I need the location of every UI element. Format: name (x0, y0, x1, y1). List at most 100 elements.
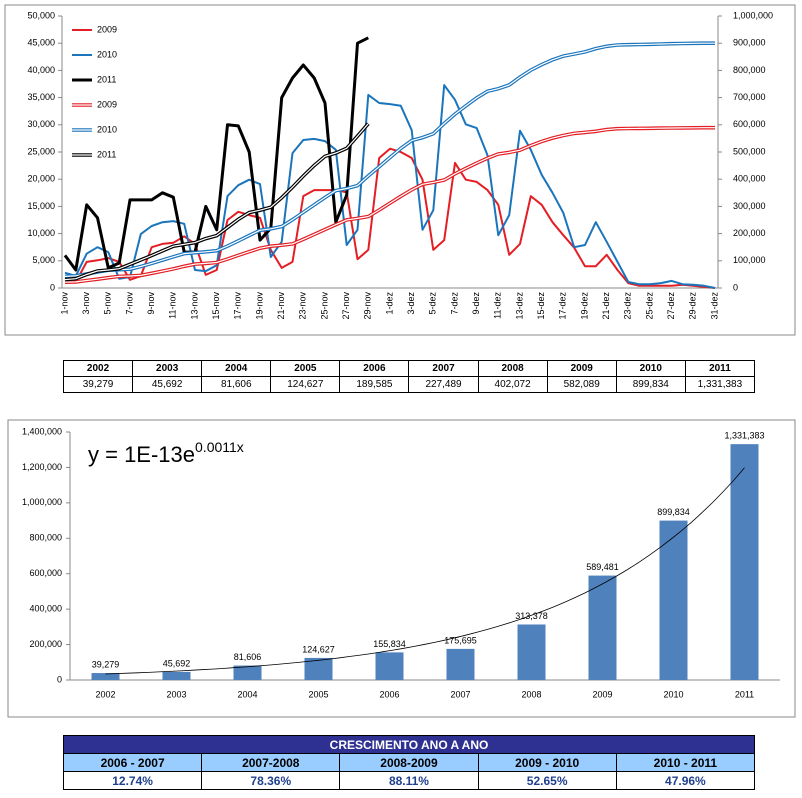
year-header: 2008 (477, 360, 548, 377)
bar (517, 624, 546, 680)
x-tick-label: 23-nov (298, 292, 308, 320)
x-tick-label: 2010 (663, 689, 683, 699)
bar (162, 671, 191, 680)
year-value: 227,489 (408, 376, 479, 393)
bar (446, 648, 475, 680)
y2-tick-label: 100,000 (733, 255, 766, 265)
year-header: 2005 (270, 360, 341, 377)
x-tick-label: 2007 (450, 689, 470, 699)
y-tick-label: 600,000 (29, 568, 62, 578)
daily-line (64, 147, 716, 289)
x-tick-label: 29-dez (688, 292, 698, 320)
y2-tick-label: 200,000 (733, 228, 766, 238)
y2-tick-label: 500,000 (733, 146, 766, 156)
y-tick-label: 20,000 (27, 174, 55, 184)
year-value: 1,331,383 (684, 376, 756, 393)
y-tick-label: 15,000 (27, 201, 55, 211)
year-header: 2004 (201, 360, 272, 377)
y-tick-label: 5,000 (32, 255, 55, 265)
year-value: 189,585 (339, 376, 410, 393)
line-core (64, 127, 715, 283)
bar (304, 657, 333, 680)
y-tick-label: 1,000,000 (22, 497, 62, 507)
period-header: 2010 - 2011 (615, 753, 756, 772)
line-core (64, 42, 715, 277)
x-tick-label: 2003 (166, 689, 186, 699)
value-label: 1,331,383 (724, 431, 764, 441)
x-tick-label: 2005 (308, 689, 328, 699)
x-tick-label: 3-dez (406, 292, 416, 315)
x-tick-label: 5-nov (103, 292, 113, 315)
bar (233, 665, 262, 680)
trendline (105, 467, 745, 675)
year-value: 402,072 (477, 376, 548, 393)
x-tick-label: 2011 (735, 689, 754, 699)
x-tick-label: 5-dez (428, 292, 438, 315)
x-tick-label: 9-dez (471, 292, 481, 315)
y-tick-label: 25,000 (27, 146, 55, 156)
year-header: 2006 (339, 360, 410, 377)
y-tick-label: 1,200,000 (22, 462, 62, 472)
bar (659, 520, 688, 680)
y-tick-label: 200,000 (29, 639, 62, 649)
daily-line (64, 84, 716, 289)
x-tick-label: 19-nov (254, 292, 264, 320)
x-tick-label: 13-dez (514, 292, 524, 320)
y-tick-label: 0 (50, 282, 55, 292)
y-tick-label: 35,000 (27, 92, 55, 102)
growth-rate: 88.11% (339, 771, 479, 790)
value-label: 155,834 (373, 639, 406, 649)
y2-tick-label: 400,000 (733, 174, 766, 184)
x-tick-label: 2006 (379, 689, 399, 699)
year-header: 2009 (546, 360, 617, 377)
bar (91, 673, 120, 680)
x-tick-label: 9-nov (146, 292, 156, 315)
growth-rate: 12.74% (62, 771, 203, 790)
y2-tick-label: 900,000 (733, 38, 766, 48)
year-value: 899,834 (615, 376, 686, 393)
x-tick-label: 27-nov (341, 292, 351, 320)
year-header: 2011 (684, 360, 756, 377)
y-tick-label: 50,000 (27, 10, 55, 20)
y-tick-label: 30,000 (27, 119, 55, 129)
daily-line (63, 36, 369, 272)
y-tick-label: 400,000 (29, 604, 62, 614)
x-tick-label: 2009 (592, 689, 612, 699)
value-label: 313,378 (515, 611, 548, 621)
legend-label: 2009 (97, 24, 117, 34)
year-header: 2003 (132, 360, 203, 377)
year-header: 2002 (62, 360, 134, 377)
bar (730, 444, 759, 680)
y2-tick-label: 1,000,000 (733, 10, 773, 20)
x-tick-label: 1-dez (384, 292, 394, 315)
bar (588, 575, 617, 680)
x-tick-label: 3-nov (81, 292, 91, 315)
legend-label: 2010 (97, 49, 117, 59)
value-label: 175,695 (444, 635, 477, 645)
x-tick-label: 29-nov (363, 292, 373, 320)
value-label: 81,606 (234, 652, 262, 662)
x-tick-label: 7-nov (124, 292, 134, 315)
growth-title: CRESCIMENTO ANO A ANO (63, 735, 755, 754)
y-tick-label: 800,000 (29, 533, 62, 543)
x-tick-label: 31-dez (709, 292, 719, 320)
period-header: 2009 - 2010 (477, 753, 617, 772)
year-table: 2002 2003 2004 2005 2006 2007 2008 2009 2010 2011… (62, 360, 756, 393)
equation-exponent: 0.0011x (195, 439, 244, 455)
year-header: 2010 (615, 360, 686, 377)
legend-label: 2009 (97, 99, 117, 109)
y2-tick-label: 700,000 (733, 92, 766, 102)
legend-label: 2011 (97, 149, 116, 159)
y-tick-label: 45,000 (27, 38, 55, 48)
x-tick-label: 23-dez (623, 292, 633, 320)
x-tick-label: 15-dez (536, 292, 546, 320)
y-tick-label: 10,000 (27, 228, 55, 238)
trend-equation: y = 1E-13e0.0011x (88, 439, 244, 467)
x-tick-label: 7-dez (449, 292, 459, 315)
year-value: 81,606 (201, 376, 272, 393)
y-tick-label: 40,000 (27, 65, 55, 75)
y2-tick-label: 300,000 (733, 201, 766, 211)
year-value: 45,692 (132, 376, 203, 393)
